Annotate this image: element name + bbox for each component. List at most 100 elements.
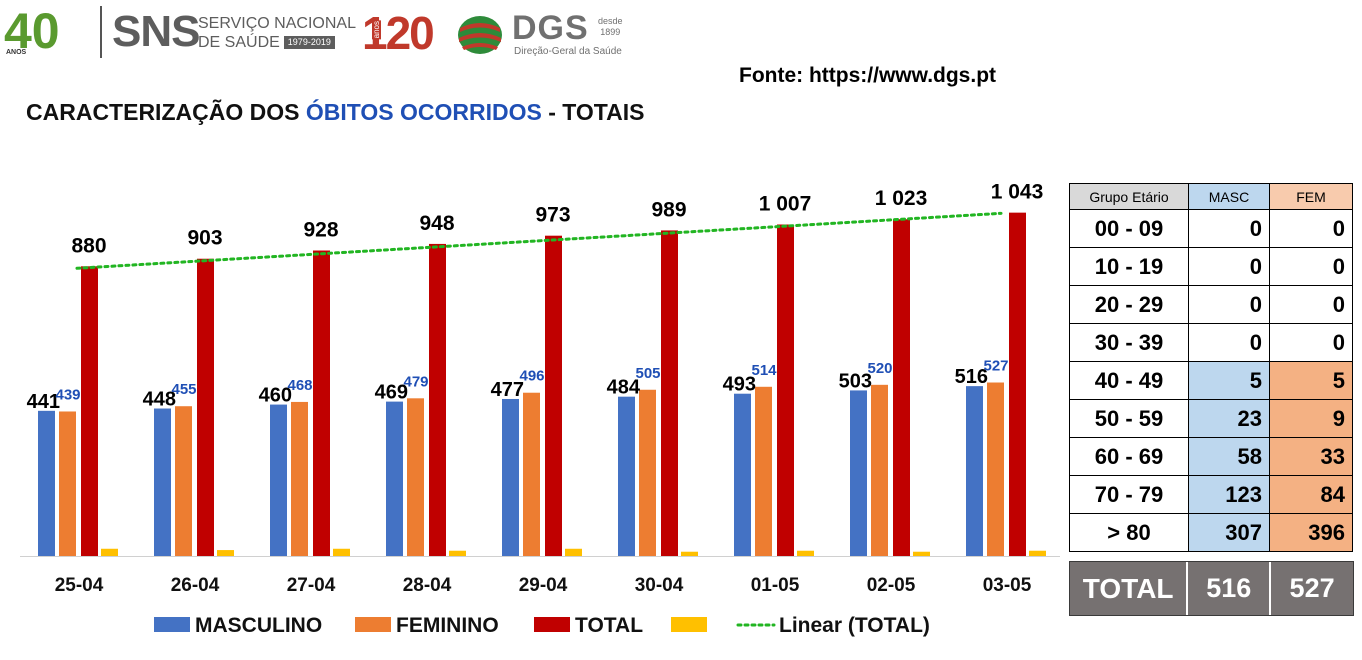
masculino-bar — [734, 393, 751, 556]
trend-line — [75, 211, 1003, 270]
x-tick-label: 03-05 — [983, 575, 1032, 596]
legend-feminino-label: FEMININO — [396, 614, 499, 637]
total-data-label: 880 — [71, 234, 106, 257]
feminino-data-label: 479 — [403, 373, 428, 390]
sns-years-badge: 1979-2019 — [283, 36, 335, 50]
x-tick-label: 27-04 — [287, 575, 336, 596]
masculino-data-label: 484 — [607, 377, 641, 399]
yellow-bar — [913, 551, 930, 556]
table-row: 20 - 29 0 0 — [1069, 285, 1353, 324]
total-data-label: 1 043 — [991, 181, 1044, 204]
table-row: 70 - 79 123 84 — [1069, 475, 1353, 514]
feminino-bar — [987, 382, 1004, 556]
age-group-table: Grupo Etário MASC FEM 00 - 09 0 0 10 - 19 0 0… — [1069, 183, 1353, 552]
total-bar — [429, 243, 446, 556]
total-bar — [661, 230, 678, 556]
masculino-bar — [966, 386, 983, 556]
logo-40-text: 40 — [4, 3, 60, 59]
feminino-data-label: 505 — [635, 365, 660, 382]
x-tick-label: 30-04 — [635, 575, 684, 596]
table-row: 10 - 19 0 0 — [1069, 247, 1353, 286]
masculino-bar — [618, 396, 635, 556]
feminino-data-label: 514 — [751, 362, 777, 379]
table-row: 30 - 39 0 0 — [1069, 323, 1353, 362]
dgs-since-year: 1899 — [600, 27, 621, 37]
sns-40-years-logo: 40 ANOS — [4, 6, 92, 58]
masculino-data-label: 469 — [375, 382, 408, 404]
feminino-data-label: 520 — [867, 360, 892, 377]
fem-cell: 0 — [1269, 323, 1353, 362]
sns-subtitle: SERVIÇO NACIONAL DE SAÚDE 1979-2019 — [198, 14, 356, 52]
fem-cell: 5 — [1269, 361, 1353, 400]
masculino-data-label: 516 — [955, 366, 988, 388]
header-grupo-etario: Grupo Etário — [1069, 183, 1189, 210]
total-data-label: 1 007 — [759, 192, 812, 215]
total-data-label: 1 023 — [875, 187, 928, 210]
table-row: 50 - 59 23 9 — [1069, 399, 1353, 438]
x-tick-label: 25-04 — [55, 575, 104, 596]
dgs-since-label: desde — [598, 16, 623, 26]
masculino-data-label: 503 — [839, 370, 872, 392]
dgs-logo: DGS — [512, 9, 589, 47]
total-bar — [893, 219, 910, 556]
feminino-bar — [639, 389, 656, 556]
logo-divider — [100, 6, 102, 58]
age-group-cell: 00 - 09 — [1069, 209, 1189, 248]
age-group-cell: 10 - 19 — [1069, 247, 1189, 286]
total-row: TOTAL 516 527 — [1069, 561, 1354, 616]
fem-cell: 84 — [1269, 475, 1353, 514]
masculino-bar — [270, 404, 287, 556]
x-tick-label: 02-05 — [867, 575, 916, 596]
header-fem: FEM — [1269, 183, 1353, 210]
age-group-cell: 70 - 79 — [1069, 475, 1189, 514]
total-data-label: 989 — [651, 198, 686, 221]
masc-cell: 5 — [1188, 361, 1270, 400]
table-row: 00 - 09 0 0 — [1069, 209, 1353, 248]
masculino-data-label: 448 — [143, 389, 176, 411]
yellow-bar — [565, 548, 582, 556]
masculino-data-label: 460 — [259, 385, 292, 407]
fem-cell: 0 — [1269, 247, 1353, 286]
dgs-120-sub: anos — [372, 20, 381, 40]
masculino-data-label: 493 — [723, 374, 756, 396]
sns-line-2: DE SAÚDE — [198, 34, 280, 51]
legend-yellow-swatch — [671, 617, 707, 632]
feminino-data-label: 496 — [519, 368, 544, 385]
masc-cell: 0 — [1188, 209, 1270, 248]
feminino-data-label: 527 — [983, 358, 1008, 375]
yellow-bar — [101, 548, 118, 556]
masculino-bar — [386, 401, 403, 556]
total-bar — [545, 235, 562, 556]
total-data-label: 928 — [303, 219, 338, 242]
fem-cell: 0 — [1269, 209, 1353, 248]
fem-cell: 9 — [1269, 399, 1353, 438]
total-bar — [197, 258, 214, 556]
masc-cell: 123 — [1188, 475, 1270, 514]
header-masc: MASC — [1188, 183, 1270, 210]
total-fem: 527 — [1289, 573, 1335, 603]
fem-cell: 33 — [1269, 437, 1353, 476]
dgs-subtitle: Direção-Geral da Saúde — [514, 46, 622, 57]
yellow-bar — [449, 550, 466, 556]
masc-cell: 0 — [1188, 285, 1270, 324]
dgs-since: desde 1899 — [598, 16, 623, 38]
total-label: TOTAL — [1070, 562, 1189, 615]
table-row: > 80 307 396 — [1069, 513, 1353, 552]
yellow-bar — [333, 548, 350, 556]
title-highlight: ÓBITOS OCORRIDOS — [305, 99, 542, 125]
fem-cell: 396 — [1269, 513, 1353, 552]
logo-40-sub: ANOS — [6, 49, 27, 56]
masc-cell: 0 — [1188, 247, 1270, 286]
yellow-bar — [797, 550, 814, 556]
age-group-cell: 60 - 69 — [1069, 437, 1189, 476]
masculino-bar — [38, 410, 55, 556]
feminino-bar — [175, 406, 192, 556]
legend-feminino-swatch — [355, 617, 391, 632]
x-tick-label: 28-04 — [403, 575, 452, 596]
legend-total-label: TOTAL — [575, 614, 643, 637]
masculino-bar — [850, 390, 867, 556]
title-part-3: - TOTAIS — [541, 99, 645, 125]
feminino-bar — [523, 392, 540, 556]
feminino-bar — [407, 398, 424, 556]
